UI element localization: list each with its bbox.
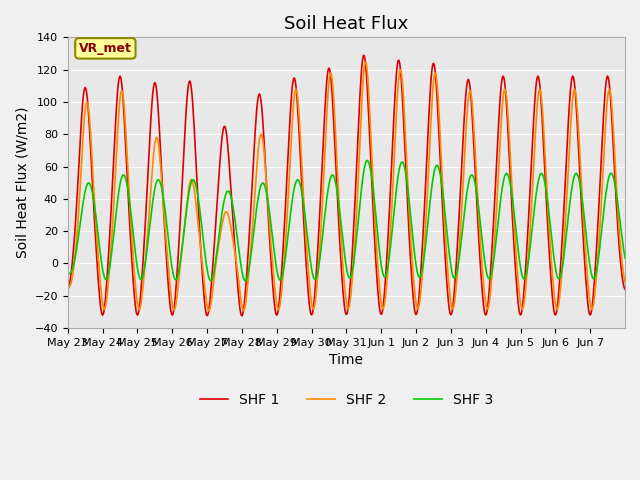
SHF 3 (260, 181, 268, 187)
SHF 1 (64, 287, 72, 292)
SHF 2 (281, 247, 289, 252)
SHF 1 (238, 313, 246, 319)
Legend: SHF 1, SHF 2, SHF 3: SHF 1, SHF 2, SHF 3 (195, 387, 499, 412)
SHF 1 (232, 254, 239, 260)
SHF 1 (360, 53, 367, 59)
SHF 1 (260, 136, 268, 142)
SHF 2 (64, 282, 72, 288)
SHF 1 (621, 287, 629, 292)
SHF 1 (129, 277, 137, 283)
Title: Soil Heat Flux: Soil Heat Flux (284, 15, 408, 33)
SHF 2 (260, 147, 268, 153)
SHF 3 (436, 173, 444, 179)
SHF 2 (621, 279, 629, 285)
Line: SHF 1: SHF 1 (68, 56, 625, 316)
SHF 2 (436, 139, 444, 145)
SHF 3 (364, 157, 371, 163)
Y-axis label: Soil Heat Flux (W/m2): Soil Heat Flux (W/m2) (15, 107, 29, 258)
SHF 2 (232, 259, 240, 264)
SHF 2 (205, 308, 212, 314)
SHF 3 (405, 199, 413, 204)
SHF 1 (436, 164, 444, 169)
X-axis label: Time: Time (330, 353, 364, 367)
SHF 3 (621, 255, 629, 261)
Line: SHF 3: SHF 3 (68, 160, 625, 281)
SHF 2 (405, 210, 413, 216)
SHF 2 (129, 254, 137, 260)
SHF 3 (241, 278, 249, 284)
SHF 3 (129, 230, 137, 236)
SHF 3 (281, 257, 289, 263)
Line: SHF 2: SHF 2 (68, 61, 625, 311)
Text: VR_met: VR_met (79, 42, 132, 55)
SHF 1 (405, 234, 413, 240)
SHF 3 (64, 270, 72, 276)
SHF 3 (232, 222, 239, 228)
SHF 2 (362, 59, 369, 64)
SHF 1 (281, 212, 289, 218)
